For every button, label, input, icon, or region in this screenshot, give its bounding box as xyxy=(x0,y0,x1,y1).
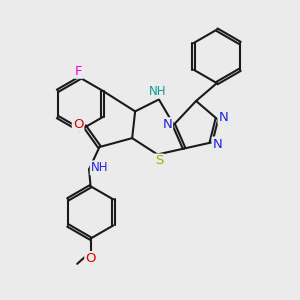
Text: O: O xyxy=(85,252,96,265)
Text: N: N xyxy=(213,138,222,151)
Text: S: S xyxy=(155,154,163,167)
Text: N: N xyxy=(162,118,172,131)
Text: O: O xyxy=(73,118,83,131)
Text: NH: NH xyxy=(149,85,166,98)
Text: N: N xyxy=(218,111,228,124)
Text: F: F xyxy=(75,65,82,78)
Text: NH: NH xyxy=(91,161,108,174)
